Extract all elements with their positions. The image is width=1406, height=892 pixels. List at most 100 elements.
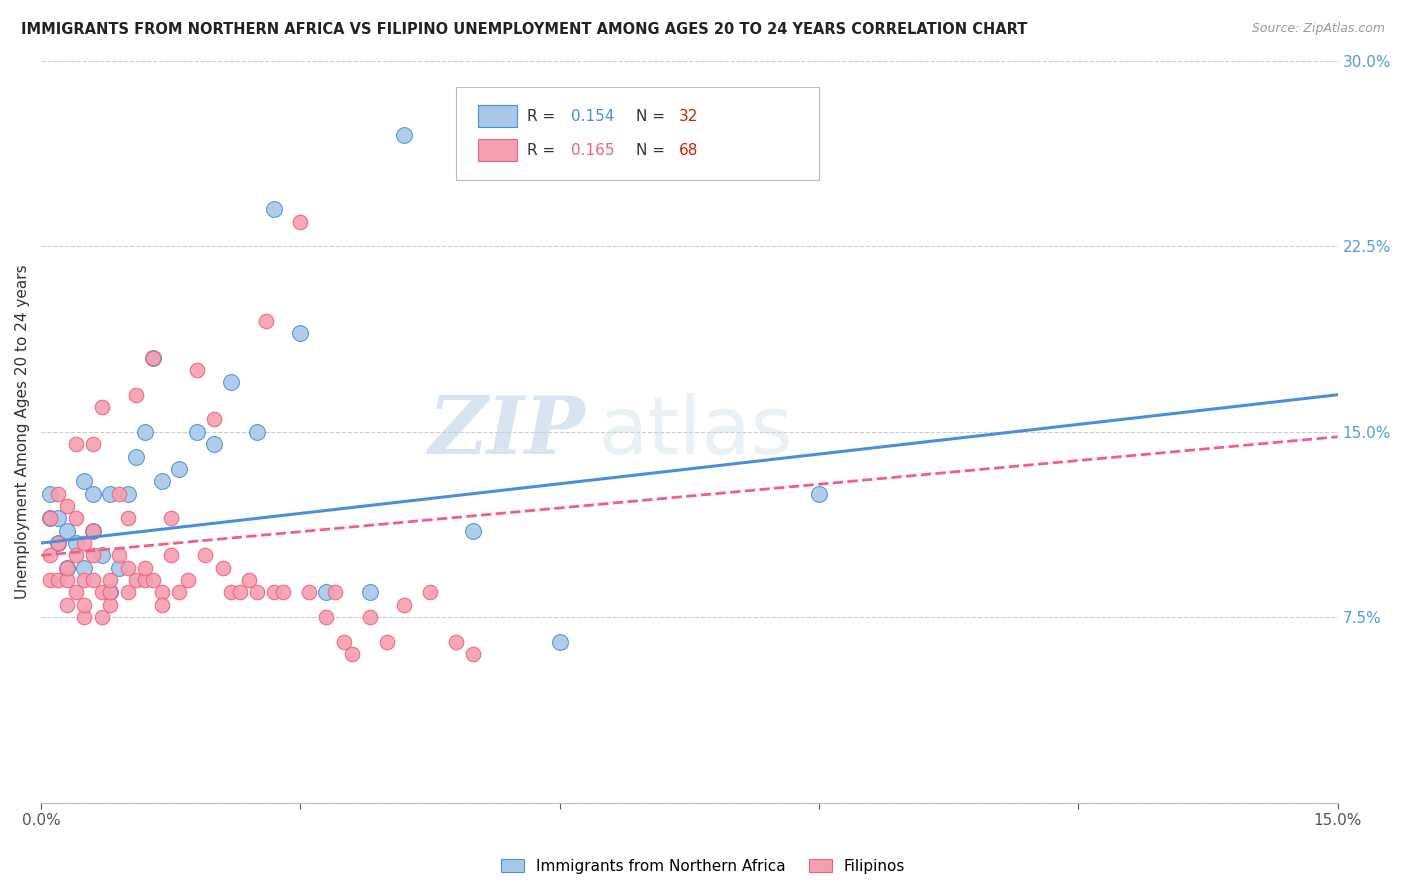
Point (125, 450, 148, 464)
Point (290, 326, 312, 340)
Point (90, 585, 112, 599)
Point (48, 511, 70, 525)
Point (359, 610, 381, 624)
Point (150, 598, 173, 612)
Point (73, 610, 96, 624)
Point (82, 437, 104, 451)
Text: 68: 68 (679, 143, 699, 158)
Point (298, 585, 321, 599)
Point (82, 549, 104, 563)
Point (263, 202, 285, 217)
Point (169, 462, 191, 476)
Point (38, 511, 60, 525)
FancyBboxPatch shape (456, 87, 820, 180)
Point (82, 524, 104, 538)
Point (186, 425, 208, 439)
Point (548, 635, 571, 649)
Point (108, 560, 131, 574)
Point (263, 585, 285, 599)
FancyBboxPatch shape (478, 105, 517, 128)
Point (177, 573, 200, 587)
Point (150, 475, 173, 489)
Text: N =: N = (637, 143, 671, 158)
Point (65, 585, 87, 599)
Point (73, 598, 96, 612)
Point (98, 585, 121, 599)
Point (48, 573, 70, 587)
FancyBboxPatch shape (478, 139, 517, 161)
Point (323, 585, 346, 599)
Point (117, 585, 139, 599)
Point (419, 585, 441, 599)
Point (108, 486, 131, 500)
Point (90, 400, 112, 414)
Point (463, 524, 485, 538)
Text: 0.154: 0.154 (571, 109, 614, 123)
Point (38, 511, 60, 525)
Text: ZIP: ZIP (429, 393, 586, 471)
Point (73, 536, 96, 550)
Point (65, 511, 87, 525)
Point (65, 437, 87, 451)
Point (48, 536, 70, 550)
Text: 0.165: 0.165 (571, 143, 614, 158)
Point (359, 585, 381, 599)
Point (194, 549, 217, 563)
Point (808, 486, 831, 500)
Point (159, 549, 181, 563)
Point (142, 351, 165, 365)
Text: R =: R = (527, 109, 561, 123)
Point (82, 573, 104, 587)
Point (202, 412, 225, 426)
Point (342, 647, 364, 661)
Point (211, 560, 233, 574)
Point (98, 486, 121, 500)
Point (392, 128, 415, 143)
Point (246, 425, 269, 439)
Point (271, 585, 294, 599)
Point (56, 560, 79, 574)
Point (159, 511, 181, 525)
Text: atlas: atlas (599, 392, 793, 471)
Point (229, 585, 252, 599)
Point (48, 536, 70, 550)
Point (82, 524, 104, 538)
Point (125, 388, 148, 402)
Point (117, 486, 139, 500)
Point (392, 598, 415, 612)
Point (315, 585, 337, 599)
Point (463, 647, 485, 661)
Point (56, 573, 79, 587)
Point (56, 560, 79, 574)
Y-axis label: Unemployment Among Ages 20 to 24 years: Unemployment Among Ages 20 to 24 years (15, 265, 30, 599)
Point (98, 573, 121, 587)
Point (134, 573, 156, 587)
Point (98, 585, 121, 599)
Point (90, 610, 112, 624)
Point (82, 486, 104, 500)
Point (150, 585, 173, 599)
Point (56, 598, 79, 612)
Point (65, 549, 87, 563)
Point (73, 475, 96, 489)
Point (375, 635, 398, 649)
Point (134, 560, 156, 574)
Point (444, 635, 467, 649)
Point (186, 363, 208, 377)
Point (290, 215, 312, 229)
Point (219, 585, 242, 599)
Point (219, 376, 242, 390)
Point (125, 573, 148, 587)
Point (117, 560, 139, 574)
Point (169, 585, 191, 599)
Point (202, 437, 225, 451)
Text: R =: R = (527, 143, 561, 158)
Point (38, 573, 60, 587)
Text: N =: N = (637, 109, 671, 123)
Point (73, 560, 96, 574)
Point (315, 610, 337, 624)
Point (108, 549, 131, 563)
Point (73, 573, 96, 587)
Text: 32: 32 (679, 109, 699, 123)
Point (56, 524, 79, 538)
